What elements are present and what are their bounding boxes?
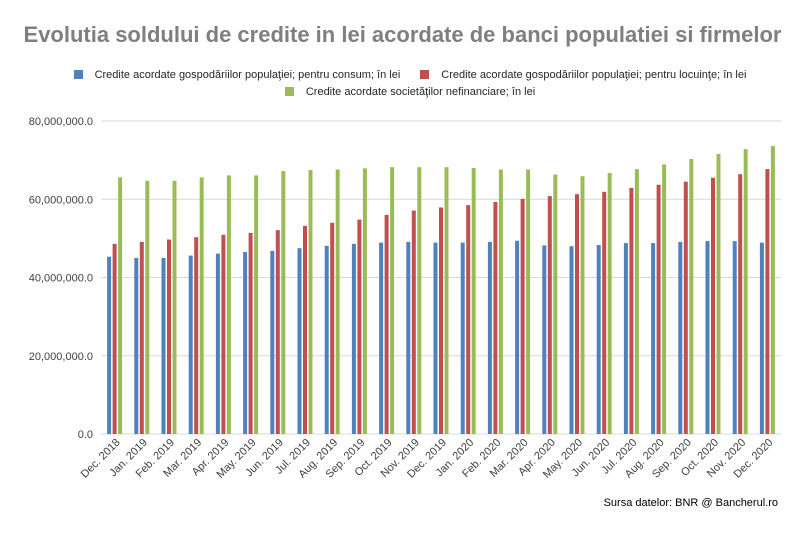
bar-series-3: [226, 175, 231, 434]
bar-series-3: [281, 171, 286, 434]
bar-series-3: [607, 173, 612, 435]
bar-series-1: [406, 241, 411, 434]
bar-series-1: [188, 255, 193, 434]
legend-label-locuinte: Credite acordate gospodăriilor populaţie…: [441, 68, 747, 81]
y-tick-label: 40,000,000.0: [29, 273, 93, 285]
bar-series-1: [487, 241, 492, 434]
bar-series-2: [112, 243, 117, 434]
bar-series-1: [134, 257, 139, 434]
y-tick-label: 60,000,000.0: [29, 194, 93, 206]
bar-series-3: [444, 167, 449, 435]
bar-series-1: [678, 241, 683, 434]
bar-series-3: [145, 180, 150, 434]
bar-series-2: [330, 222, 335, 434]
bar-series-2: [466, 205, 471, 434]
bar-series-1: [379, 242, 384, 434]
bar-series-2: [275, 230, 280, 434]
bar-series-1: [596, 245, 601, 434]
bar-series-2: [357, 219, 362, 434]
legend-item-locuinte: Credite acordate gospodăriilor populaţie…: [420, 69, 746, 81]
bar-series-3: [498, 169, 503, 434]
bar-series-1: [732, 241, 737, 434]
bar-series-2: [411, 210, 416, 434]
bar-series-3: [716, 153, 721, 434]
bar-series-2: [520, 198, 525, 434]
bar-series-2: [765, 169, 770, 434]
bar-series-3: [580, 176, 585, 435]
bar-series-2: [303, 225, 307, 434]
y-tick-label: 80,000,000.0: [29, 116, 93, 128]
bar-series-1: [324, 245, 329, 434]
bar-series-2: [248, 232, 253, 434]
bar-series-3: [417, 167, 422, 435]
bar-series-2: [711, 177, 715, 435]
bar-series-1: [351, 243, 356, 434]
bar-series-3: [526, 169, 531, 434]
bar-series-1: [243, 252, 248, 434]
bar-series-3: [362, 168, 367, 434]
bar-series-1: [651, 243, 656, 434]
bar-series-3: [634, 169, 639, 434]
bar-series-2: [139, 241, 144, 434]
source-note: Sursa datelor: BNR @ Bancherul.ro: [603, 497, 778, 509]
bar-series-2: [194, 237, 199, 434]
bar-series-1: [270, 250, 275, 434]
bar-series-3: [689, 158, 694, 434]
bar-series-2: [738, 174, 743, 434]
bar-series-1: [705, 241, 710, 434]
y-tick-label: 0.0: [78, 429, 93, 441]
bar-series-3: [553, 174, 558, 434]
bar-series-1: [759, 242, 764, 434]
bar-series-2: [683, 181, 688, 434]
bar-series-2: [493, 201, 498, 434]
legend-item-consum: Credite acordate gospodăriilor populaţie…: [73, 68, 401, 81]
bar-series-3: [254, 175, 259, 434]
bar-series-3: [199, 177, 204, 434]
legend-label-nefinanciare: Credite acordate societăţilor nefinancia…: [305, 85, 536, 98]
legend-item-nefinanciare: Credite acordate societăţilor nefinancia…: [284, 85, 536, 98]
bar-series-3: [770, 146, 775, 435]
bar-series-2: [221, 234, 226, 434]
bar-series-1: [297, 248, 302, 434]
bar-series-2: [439, 207, 443, 434]
bar-series-3: [743, 149, 748, 435]
bar-series-3: [335, 169, 340, 434]
bar-series-2: [167, 239, 171, 434]
y-tick-label: 20,000,000.0: [29, 351, 93, 363]
legend-swatch-consum: [73, 70, 83, 79]
legend-swatch-nefinanciare: [284, 87, 294, 96]
bar-series-2: [629, 187, 634, 434]
bar-series-2: [384, 214, 389, 434]
bar-series-1: [433, 242, 438, 434]
bar-series-3: [118, 177, 123, 434]
bar-series-2: [602, 191, 607, 434]
legend-row-2: Credite acordate societăţilor nefinancia…: [40, 83, 780, 100]
bar-series-1: [569, 246, 574, 434]
bar-series-3: [390, 167, 395, 435]
bar-series-3: [662, 164, 667, 434]
bar-series-2: [656, 184, 661, 434]
chart-legend: Credite acordate gospodăriilor populaţie…: [40, 66, 780, 100]
bar-series-1: [161, 257, 166, 434]
bar-series-1: [107, 256, 112, 434]
bar-series-1: [515, 240, 520, 434]
bar-series-2: [547, 196, 552, 434]
chart-title: Evolutia soldului de credite in lei acor…: [23, 22, 782, 47]
bar-series-1: [542, 245, 547, 434]
bar-series-2: [575, 194, 579, 434]
legend-row-1: Credite acordate gospodăriilor populaţie…: [40, 66, 780, 83]
legend-swatch-locuinte: [420, 70, 430, 79]
bar-series-3: [471, 167, 476, 434]
bar-series-1: [623, 243, 628, 434]
bar-series-1: [460, 242, 465, 434]
legend-label-consum: Credite acordate gospodăriilor populaţie…: [94, 68, 401, 81]
bar-series-1: [215, 253, 220, 434]
bar-series-3: [172, 180, 177, 434]
bar-series-3: [308, 169, 313, 434]
